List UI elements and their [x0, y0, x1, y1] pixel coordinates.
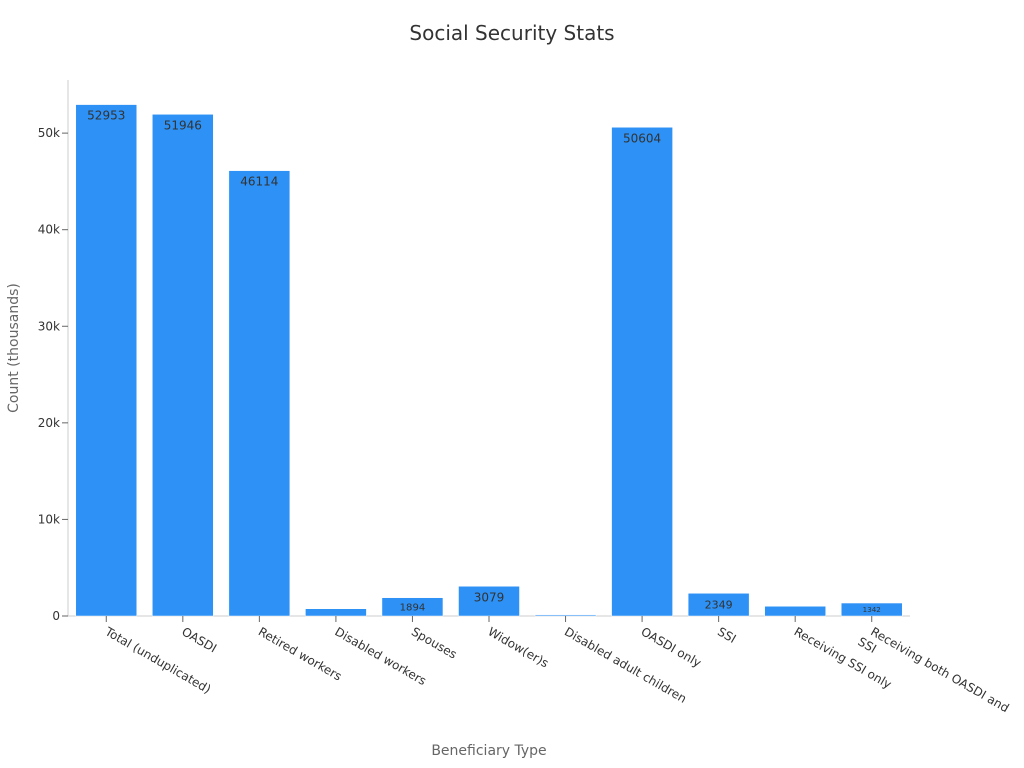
y-tick-label: 10k: [38, 512, 60, 526]
y-tick-label: 40k: [38, 223, 60, 237]
x-tick-label: Widow(er)s: [486, 624, 552, 670]
y-tick-label: 50k: [38, 126, 60, 140]
bar-data-label: 1894: [400, 602, 426, 613]
bar-data-label: 46114: [240, 175, 278, 189]
bar-data-label: 1342: [863, 605, 881, 614]
x-tick-label: OASDI only: [639, 624, 704, 670]
chart-title: Social Security Stats: [409, 21, 614, 45]
x-tick-label: SSI: [715, 624, 738, 646]
bar: [152, 114, 213, 616]
bar: [305, 609, 366, 616]
x-axis-ticks: Total (unduplicated)OASDI Retired workers…: [102, 616, 1012, 728]
x-tick-label: Spouses: [409, 624, 459, 661]
x-tick-label: Disabled adult children: [562, 624, 689, 705]
bar-data-label: 2349: [705, 599, 733, 612]
bar: [229, 171, 290, 616]
x-axis-title: Beneficiary Type: [431, 743, 546, 759]
x-tick-label: OASDI: [179, 624, 219, 655]
bar-data-label: 50604: [623, 131, 661, 145]
bar-data-label: 3079: [474, 590, 505, 604]
y-axis-title: Count (thousands): [6, 283, 22, 413]
bar-data-label: 52953: [87, 109, 125, 123]
chart: Social Security Stats Count (thousands) …: [0, 0, 1024, 768]
x-tick-label: Retired workers: [256, 624, 344, 683]
bar-data-label: 51946: [164, 118, 202, 132]
y-tick-label: 30k: [38, 319, 60, 333]
bar: [612, 127, 673, 616]
y-tick-label: 0: [52, 609, 60, 623]
bar: [535, 615, 596, 616]
y-axis-ticks: 0 10k 20k 30k 40k 50k: [38, 126, 68, 623]
y-tick-label: 20k: [38, 416, 60, 430]
bars: [76, 105, 902, 616]
bar: [765, 606, 826, 616]
bar: [76, 105, 137, 616]
